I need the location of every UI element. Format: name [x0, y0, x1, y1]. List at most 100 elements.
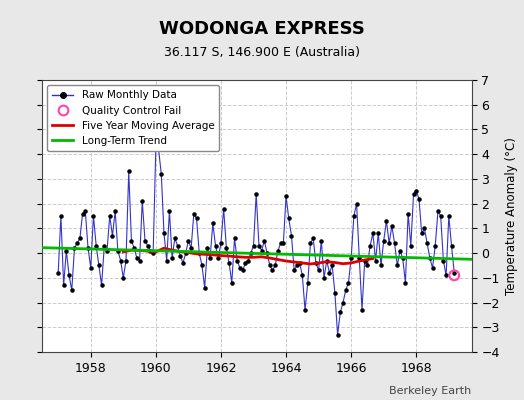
Point — [176, 252, 184, 259]
Point — [436, 213, 445, 219]
Point — [144, 242, 152, 249]
Point — [317, 238, 325, 244]
Point — [187, 245, 195, 251]
Point — [355, 255, 364, 261]
Point — [122, 257, 130, 264]
Point — [86, 265, 95, 271]
Point — [407, 242, 415, 249]
Point — [59, 282, 68, 288]
Point — [249, 242, 258, 249]
Point — [418, 230, 426, 236]
Point — [231, 235, 239, 242]
Point — [428, 265, 436, 271]
Point — [339, 299, 347, 306]
Point — [396, 248, 404, 254]
Point — [190, 210, 198, 217]
Point — [342, 287, 350, 293]
Point — [184, 238, 193, 244]
Point — [252, 190, 260, 197]
Point — [214, 255, 223, 261]
Point — [206, 255, 214, 261]
Point — [442, 272, 450, 278]
Point — [374, 230, 383, 236]
Point — [303, 280, 312, 286]
Point — [135, 257, 144, 264]
Point — [179, 260, 187, 266]
Point — [70, 245, 79, 251]
Point — [217, 240, 225, 246]
Point — [111, 208, 119, 214]
Point — [366, 242, 374, 249]
Point — [116, 257, 125, 264]
Point — [431, 242, 440, 249]
Point — [100, 242, 108, 249]
Point — [290, 267, 298, 274]
Point — [285, 215, 293, 222]
Point — [306, 240, 314, 246]
Point — [168, 255, 176, 261]
Point — [350, 213, 358, 219]
Point — [165, 208, 173, 214]
Point — [65, 272, 73, 278]
Point — [358, 307, 366, 313]
Point — [344, 280, 353, 286]
Point — [236, 265, 244, 271]
Point — [377, 262, 385, 269]
Point — [372, 257, 380, 264]
Point — [195, 250, 203, 256]
Point — [331, 290, 339, 296]
Point — [263, 250, 271, 256]
Point — [125, 168, 133, 175]
Point — [298, 272, 307, 278]
Point — [412, 188, 420, 194]
Point — [233, 257, 242, 264]
Point — [198, 262, 206, 269]
Point — [445, 213, 453, 219]
Point — [238, 267, 247, 274]
Point — [401, 280, 410, 286]
Point — [312, 260, 320, 266]
Point — [425, 255, 434, 261]
Point — [203, 245, 212, 251]
Point — [385, 240, 394, 246]
Point — [181, 250, 190, 256]
Point — [279, 240, 288, 246]
Point — [68, 287, 76, 293]
Point — [89, 213, 97, 219]
Point — [146, 248, 155, 254]
Text: 36.117 S, 146.900 E (Australia): 36.117 S, 146.900 E (Australia) — [164, 46, 360, 59]
Point — [271, 262, 279, 269]
Point — [127, 238, 136, 244]
Point — [114, 248, 122, 254]
Point — [379, 238, 388, 244]
Point — [138, 198, 147, 204]
Point — [268, 267, 277, 274]
Point — [439, 257, 447, 264]
Point — [133, 255, 141, 261]
Point — [293, 262, 301, 269]
Point — [415, 196, 423, 202]
Point — [192, 215, 201, 222]
Point — [287, 232, 296, 239]
Point — [130, 245, 138, 251]
Point — [247, 250, 255, 256]
Point — [277, 240, 285, 246]
Point — [211, 242, 220, 249]
Point — [62, 248, 71, 254]
Point — [81, 208, 90, 214]
Point — [155, 146, 163, 152]
Point — [103, 248, 111, 254]
Point — [409, 190, 418, 197]
Point — [92, 242, 101, 249]
Point — [105, 213, 114, 219]
Point — [450, 270, 458, 276]
Point — [160, 230, 168, 236]
Point — [209, 220, 217, 227]
Point — [54, 270, 62, 276]
Point — [336, 309, 344, 316]
Point — [257, 248, 266, 254]
Point — [423, 240, 431, 246]
Point — [301, 307, 309, 313]
Point — [162, 257, 171, 264]
Point — [353, 200, 361, 207]
